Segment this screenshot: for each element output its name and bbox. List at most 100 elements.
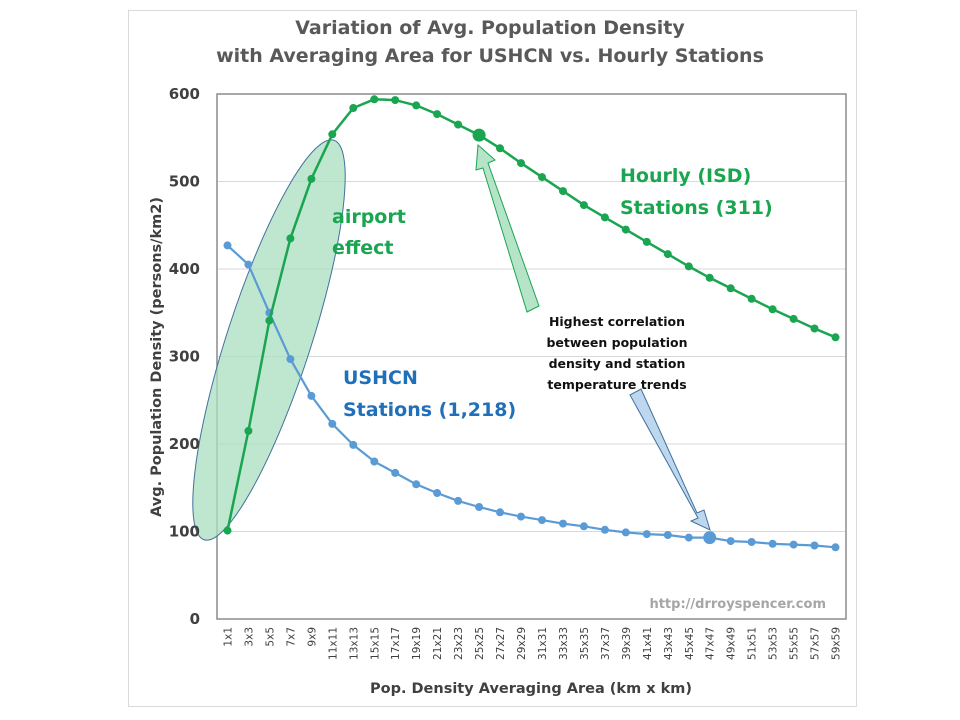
data-point — [496, 144, 504, 153]
data-point — [768, 539, 777, 548]
data-point — [433, 489, 442, 497]
hourly-series-label-line-1: Hourly (ISD) — [620, 165, 751, 187]
data-point — [244, 426, 253, 435]
correlation-note-line-1: Highest correlation — [549, 314, 685, 329]
plot-area-border — [216, 93, 847, 620]
data-point — [768, 305, 777, 314]
x-tick-label: 17x17 — [390, 627, 402, 660]
data-point — [391, 468, 400, 477]
data-point — [684, 262, 693, 271]
y-tick-label: 400 — [169, 260, 200, 278]
x-tick-label: 7x7 — [285, 627, 297, 647]
chart-title-line-1: Variation of Avg. Population Density — [295, 17, 685, 39]
data-point — [370, 457, 379, 466]
hourly-series-label-line-2: Stations (311) — [620, 197, 773, 219]
data-point — [726, 537, 735, 546]
x-tick-label: 25x25 — [474, 627, 486, 660]
highlight-data-point — [703, 531, 717, 545]
data-point — [328, 419, 337, 428]
data-point — [579, 522, 588, 531]
data-point — [642, 237, 651, 246]
data-point — [391, 96, 400, 105]
data-point — [370, 95, 379, 104]
data-point — [286, 234, 295, 243]
ushcn-series-label-line-1: USHCN — [343, 367, 418, 389]
correlation-note-line-3: density and station — [549, 356, 686, 371]
x-tick-label: 1x1 — [222, 627, 234, 647]
data-point — [663, 531, 672, 539]
airport-effect-ellipse — [192, 139, 346, 541]
x-tick-label: 39x39 — [621, 627, 633, 660]
x-tick-label: 59x59 — [831, 627, 843, 660]
y-axis-ticks: 0 100 200 300 400 500 600 — [169, 85, 200, 628]
correlation-note-line-4: temperature trends — [547, 377, 686, 392]
data-point — [600, 525, 609, 534]
x-tick-label: 5x5 — [264, 627, 276, 647]
data-point — [559, 519, 567, 528]
data-point — [454, 496, 463, 505]
data-point — [810, 541, 819, 550]
y-tick-label: 100 — [169, 523, 200, 541]
data-point — [349, 104, 358, 112]
x-tick-label: 27x27 — [495, 627, 507, 660]
highlight-data-point — [472, 128, 486, 142]
data-point — [223, 526, 232, 535]
x-tick-label: 49x49 — [726, 627, 738, 660]
chart-title-line-2: with Averaging Area for USHCN vs. Hourly… — [216, 45, 764, 67]
green-callout-arrow — [475, 143, 540, 313]
data-point — [705, 273, 714, 282]
data-point — [412, 101, 421, 110]
x-tick-label: 11x11 — [327, 627, 339, 660]
data-point — [600, 213, 609, 222]
data-point — [810, 324, 819, 333]
data-point — [747, 294, 756, 303]
data-point — [831, 333, 840, 342]
x-axis-label: Pop. Density Averaging Area (km x km) — [370, 681, 692, 697]
data-point — [579, 201, 588, 210]
x-tick-label: 53x53 — [768, 627, 780, 660]
chart-frame — [128, 10, 857, 707]
y-tick-label: 0 — [190, 610, 200, 628]
data-point — [747, 538, 756, 546]
data-point — [223, 241, 232, 250]
data-point — [538, 173, 546, 182]
y-tick-label: 200 — [169, 435, 200, 453]
data-point — [286, 355, 295, 364]
x-tick-label: 9x9 — [306, 627, 318, 647]
data-point — [454, 120, 463, 129]
ushcn-series-label-line-2: Stations (1,218) — [343, 399, 516, 421]
data-point — [307, 391, 316, 400]
data-point — [328, 130, 337, 139]
data-point — [789, 314, 798, 323]
x-tick-label: 55x55 — [789, 627, 801, 660]
watermark-url: http://drroyspencer.com — [649, 597, 826, 612]
data-point — [517, 512, 525, 521]
correlation-note-line-2: between population — [546, 335, 687, 350]
data-point — [789, 540, 798, 549]
data-point — [621, 225, 630, 234]
series-hourly — [223, 95, 840, 535]
data-point — [559, 187, 567, 196]
x-tick-label: 21x21 — [432, 627, 444, 660]
x-tick-label: 43x43 — [663, 627, 675, 660]
x-tick-label: 37x37 — [600, 627, 612, 660]
y-tick-label: 300 — [169, 348, 200, 366]
x-tick-label: 29x29 — [516, 627, 528, 660]
data-point — [307, 174, 316, 183]
data-point — [538, 516, 546, 525]
x-tick-label: 45x45 — [684, 627, 696, 660]
data-point — [517, 159, 525, 168]
x-tick-label: 31x31 — [537, 627, 549, 660]
x-tick-label: 51x51 — [747, 627, 759, 660]
data-point — [244, 260, 253, 269]
data-point — [496, 508, 504, 517]
data-point — [412, 480, 421, 489]
blue-callout-arrow — [629, 388, 711, 531]
data-point — [642, 530, 651, 539]
data-point — [831, 543, 840, 552]
x-tick-label: 15x15 — [369, 627, 381, 660]
x-tick-label: 23x23 — [453, 627, 465, 660]
x-tick-label: 3x3 — [243, 627, 255, 647]
data-point — [265, 316, 274, 325]
x-tick-label: 57x57 — [810, 627, 822, 660]
